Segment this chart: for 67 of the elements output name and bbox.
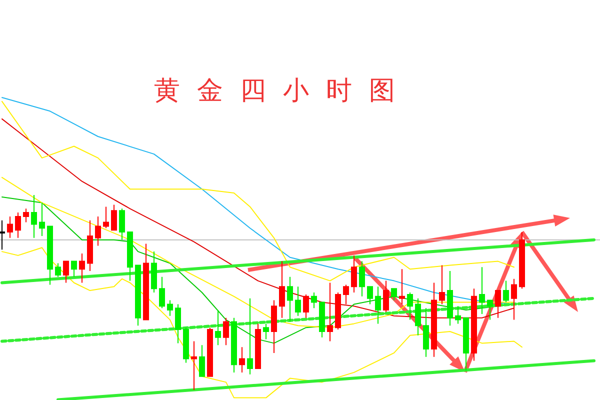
candlestick: [231, 317, 237, 373]
candlestick: [383, 280, 389, 312]
candlestick: [15, 212, 21, 238]
candlestick: [79, 253, 85, 284]
candlestick: [439, 264, 445, 305]
candlestick: [23, 208, 29, 223]
candlestick: [327, 282, 333, 342]
candlestick: [359, 260, 365, 297]
candlestick: [255, 323, 261, 370]
candlestick: [223, 317, 229, 346]
candlestick: [63, 260, 69, 284]
candlestick: [135, 264, 141, 326]
candlestick: [503, 280, 509, 303]
candlestick: [447, 270, 453, 326]
candlestick: [175, 304, 181, 344]
candlestick: [0, 220, 5, 250]
candlestick: [263, 323, 269, 340]
candlestick: [247, 298, 253, 375]
candlestick: [399, 268, 405, 305]
candlestick: [167, 300, 173, 316]
candlestick: [511, 278, 517, 320]
candlestick: [95, 216, 101, 246]
candlestick: [239, 346, 245, 373]
candlestick: [183, 327, 189, 364]
candlestick: [271, 300, 277, 354]
candlestick: [215, 310, 221, 346]
candlestick: [455, 306, 461, 324]
candlestick: [367, 286, 373, 305]
candlestick: [319, 302, 325, 338]
candlestick: [311, 292, 317, 309]
candlestick: [159, 276, 165, 309]
candlestick: [351, 254, 357, 293]
candlestick: [415, 298, 421, 336]
candlestick: [199, 344, 205, 377]
chart-title: 黄金四小时图: [154, 76, 412, 106]
candlestick: [343, 284, 349, 305]
candlestick: [143, 243, 149, 320]
candlestick: [295, 286, 301, 316]
candlestick: [111, 204, 117, 231]
candlestick: [39, 202, 45, 236]
candlestick: [127, 232, 133, 282]
candlestick: [55, 262, 61, 278]
candlestick: [375, 286, 381, 324]
candlestick: [423, 308, 429, 358]
candlestick: [7, 216, 13, 238]
candlestick: [303, 294, 309, 318]
candlestick: [519, 232, 525, 290]
candlestick: [31, 194, 37, 238]
candlestick: [287, 276, 293, 322]
candlestick: [391, 288, 397, 301]
candlestick: [431, 282, 437, 358]
candlestick: [479, 266, 485, 314]
candlestick: [207, 327, 213, 377]
candlestick: [119, 208, 125, 240]
candlestick: [71, 260, 77, 278]
candlestick: [471, 288, 477, 362]
candlestick: [407, 292, 413, 320]
candlestick: [87, 220, 93, 272]
candlestick: [463, 317, 469, 371]
candlestick: [103, 206, 109, 229]
candlestick: [335, 292, 341, 330]
candlestick: [279, 260, 285, 318]
candlestick: [47, 226, 53, 286]
candlestick: [487, 300, 493, 320]
candlestick: [191, 340, 197, 390]
candlestick: [495, 290, 501, 318]
candlestick: [151, 251, 157, 293]
